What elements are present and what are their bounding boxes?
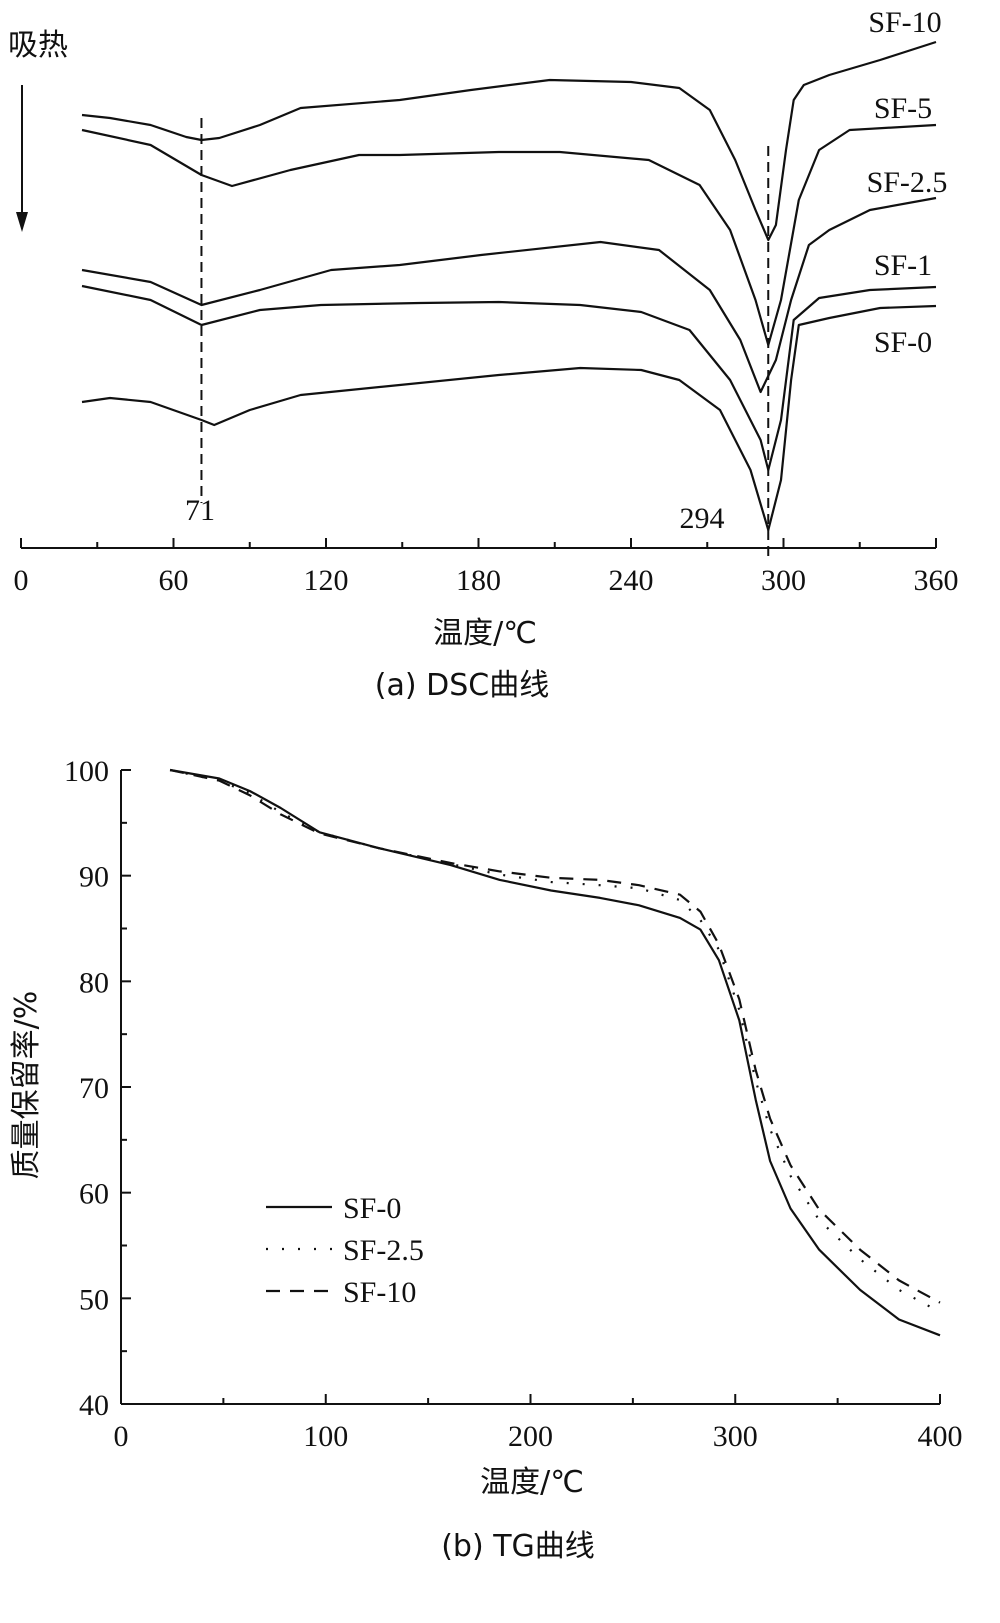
- tg-y-tick-label: 90: [79, 861, 109, 894]
- dsc-series-label-sf-1: SF-1: [874, 249, 932, 282]
- dsc-curve-sf-10: [81, 40, 937, 242]
- legend-label-sf-0: SF-0: [343, 1192, 401, 1225]
- tg-x-tick-label: 300: [713, 1420, 758, 1453]
- reference-label-71: 71: [185, 494, 215, 527]
- tg-x-tick-label: 0: [114, 1420, 129, 1453]
- tg-x-axis-title: 温度/℃: [480, 1465, 584, 1500]
- dsc-x-axis: 0 60 120 180 240 300 360: [14, 538, 959, 597]
- dsc-curve-sf-2-5: [81, 196, 937, 394]
- dsc-x-tick-label: 300: [761, 564, 806, 597]
- legend-label-sf-10: SF-10: [343, 1276, 416, 1309]
- tg-y-tick-label: 60: [79, 1178, 109, 1211]
- dsc-series-labels: SF-10 SF-5 SF-2.5 SF-1 SF-0: [867, 6, 948, 359]
- tg-y-axis-title: 质量保留率/%: [9, 991, 44, 1180]
- endothermic-arrow-icon: [16, 85, 28, 232]
- legend-label-sf-2-5: SF-2.5: [343, 1234, 424, 1267]
- tg-y-tick-label: 100: [64, 755, 109, 788]
- dsc-x-tick-label: 240: [609, 564, 654, 597]
- dsc-series-label-sf-10: SF-10: [868, 6, 941, 39]
- tg-curve-sf-0: [169, 768, 941, 1337]
- endothermic-label: 吸热: [8, 28, 68, 63]
- dsc-x-tick-label: 120: [304, 564, 349, 597]
- dsc-curve-sf-1: [81, 284, 937, 472]
- tg-y-tick-label: 50: [79, 1283, 109, 1316]
- tg-x-tick-label: 400: [918, 1420, 963, 1453]
- tg-caption: (b) TG曲线: [441, 1529, 595, 1564]
- reference-label-294: 294: [680, 502, 725, 535]
- dsc-curves: [81, 40, 937, 532]
- tg-y-tick-label: 40: [79, 1389, 109, 1422]
- dsc-x-tick-label: 60: [159, 564, 189, 597]
- dsc-caption: (a) DSC曲线: [375, 668, 549, 703]
- dsc-series-label-sf-5: SF-5: [874, 92, 932, 125]
- tg-curve-sf-2-5: [169, 768, 941, 1314]
- tg-axes: 0 100 200 300 400 40 50 60 70 80 90 100: [64, 755, 963, 1453]
- dsc-reference-lines: 71 294: [185, 118, 770, 558]
- tg-y-tick-label: 70: [79, 1072, 109, 1105]
- dsc-x-axis-title: 温度/℃: [433, 616, 537, 651]
- tg-x-tick-label: 200: [508, 1420, 553, 1453]
- dsc-x-tick-label: 360: [914, 564, 959, 597]
- tg-curves: [169, 768, 941, 1337]
- dsc-chart: 吸热 0 60 120 180 240 300 360 71 294 SF-10SF-5SF-…: [8, 6, 959, 703]
- tg-curve-sf-10: [169, 768, 941, 1304]
- dsc-x-tick-label: 180: [456, 564, 501, 597]
- tg-legend: SF-0 SF-2.5 SF-10: [266, 1192, 424, 1309]
- dsc-curve-sf-5: [81, 123, 937, 347]
- dsc-x-tick-label: 0: [14, 564, 29, 597]
- tg-y-tick-label: 80: [79, 966, 109, 999]
- tg-x-tick-label: 100: [303, 1420, 348, 1453]
- dsc-series-label-sf-0: SF-0: [874, 326, 932, 359]
- dsc-curve-sf-0: [81, 304, 937, 532]
- dsc-series-label-sf-2-5: SF-2.5: [867, 166, 948, 199]
